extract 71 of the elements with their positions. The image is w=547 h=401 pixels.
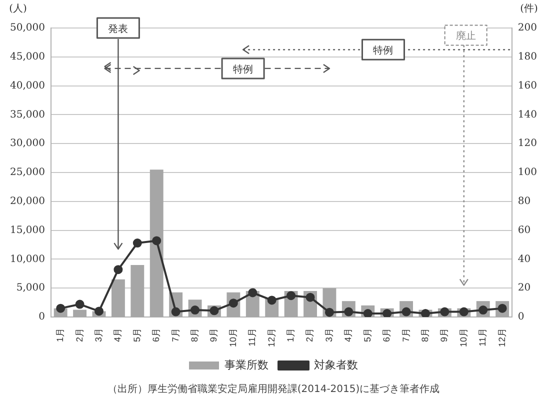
x-tick-label: 11月 bbox=[247, 328, 258, 346]
x-tick-label: 3月 bbox=[324, 328, 334, 342]
y2-tick-label: 20 bbox=[518, 282, 531, 294]
x-tick-label: 7月 bbox=[400, 328, 411, 342]
x-tick-label: 8月 bbox=[420, 328, 430, 342]
y-tick-label: 15,000 bbox=[10, 224, 45, 236]
legend-label: 対象者数 bbox=[314, 358, 358, 372]
legend-label: 事業所数 bbox=[224, 358, 268, 372]
x-tick-label: 10月 bbox=[458, 328, 468, 348]
x-tick-label: 12月 bbox=[496, 328, 507, 348]
x-tick-label: 5月 bbox=[132, 328, 142, 342]
point bbox=[171, 307, 180, 316]
y-tick-label: 30,000 bbox=[10, 138, 45, 150]
y-tick-label: 50,000 bbox=[10, 22, 45, 34]
y-axis-title: (人) bbox=[9, 4, 27, 15]
annotation: 特例 bbox=[373, 44, 394, 57]
point bbox=[75, 300, 84, 309]
point bbox=[306, 292, 315, 302]
x-tick-label: 2月 bbox=[74, 328, 84, 342]
x-tick-label: 9月 bbox=[439, 328, 450, 342]
x-tick-label: 7月 bbox=[170, 328, 180, 342]
x-tick-label: 2月 bbox=[304, 328, 315, 342]
y2-tick-label: 0 bbox=[518, 312, 524, 323]
y-tick-label: 5,000 bbox=[16, 282, 45, 294]
y-tick-label: 20,000 bbox=[10, 196, 45, 207]
point bbox=[420, 309, 430, 317]
x-tick-label: 9月 bbox=[208, 328, 219, 342]
y2-tick-label: 40 bbox=[518, 254, 531, 265]
text: （出所）厚生労働省職業安定局雇用開発課(2014-2015)に基づき筆者作成 bbox=[106, 382, 441, 397]
y2-tick-label: 200 bbox=[518, 22, 538, 34]
y2-tick-label: 140 bbox=[518, 109, 538, 120]
point bbox=[152, 236, 162, 246]
x-tick-label: 1月 bbox=[55, 328, 66, 342]
y-tick-label: 40,000 bbox=[10, 80, 45, 92]
y-tick-label: 25,000 bbox=[10, 167, 45, 178]
x-tick-label: 6月 bbox=[151, 328, 162, 342]
x-tick-label: 4月 bbox=[112, 328, 123, 342]
point bbox=[286, 291, 296, 300]
annotation: 廃止 bbox=[456, 30, 476, 42]
y2-tick-label: 120 bbox=[518, 138, 538, 150]
y2-tick-label: 160 bbox=[518, 80, 538, 92]
x-tick-label: 4月 bbox=[343, 328, 354, 342]
y-tick-label: 10,000 bbox=[10, 254, 45, 265]
point bbox=[56, 304, 66, 313]
y2-tick-label: 180 bbox=[518, 51, 538, 62]
point bbox=[459, 307, 468, 316]
x-tick-label: 8月 bbox=[190, 328, 200, 342]
y2-axis-title: (件) bbox=[520, 4, 538, 15]
y2-tick-label: 60 bbox=[518, 224, 531, 236]
point bbox=[267, 296, 276, 305]
annotation: 特例 bbox=[233, 63, 254, 76]
y2-tick-label: 80 bbox=[518, 196, 531, 207]
annotation: 発表 bbox=[108, 23, 128, 35]
point bbox=[132, 238, 142, 248]
point bbox=[440, 307, 450, 316]
point bbox=[248, 288, 258, 298]
y2-tick-label: 100 bbox=[518, 167, 538, 178]
y-tick-label: 45,000 bbox=[10, 51, 45, 62]
x-tick-label: 12月 bbox=[266, 328, 276, 348]
point bbox=[114, 265, 123, 274]
x-tick-label: 6月 bbox=[382, 328, 392, 342]
point bbox=[382, 309, 392, 317]
y-tick-label: 0 bbox=[38, 312, 45, 323]
point bbox=[94, 306, 104, 316]
x-tick-label: 10月 bbox=[228, 328, 238, 348]
y-tick-label: 35,000 bbox=[10, 109, 45, 120]
x-tick-label: 11月 bbox=[478, 328, 488, 346]
x-tick-label: 3月 bbox=[93, 328, 104, 342]
x-tick-label: 5月 bbox=[362, 328, 372, 342]
x-tick-label: 1月 bbox=[286, 328, 296, 342]
point bbox=[324, 308, 334, 317]
